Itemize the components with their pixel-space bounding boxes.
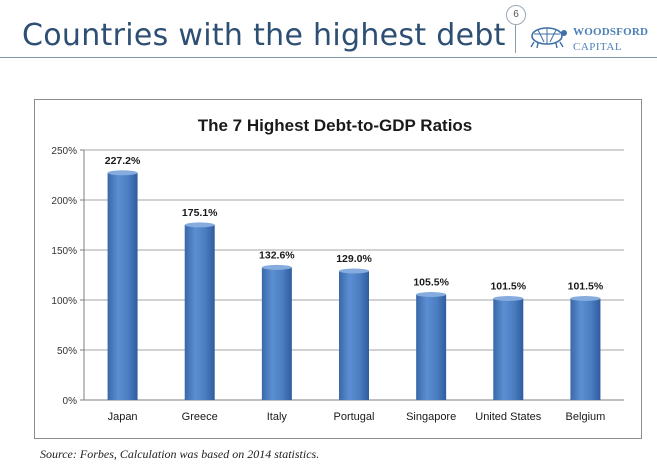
bar-top — [493, 296, 524, 301]
bar-chart: The 7 Highest Debt-to-GDP Ratios 0% 50% 10… — [51, 116, 624, 423]
bar — [493, 298, 524, 400]
turtle-icon — [530, 27, 567, 49]
x-tick-label: Singapore — [406, 411, 456, 423]
bar-group — [570, 296, 601, 400]
y-tick-label: 250% — [51, 146, 77, 157]
bar — [107, 172, 138, 400]
y-tick-label: 200% — [51, 196, 77, 207]
x-tick-label: Portugal — [334, 411, 375, 423]
bar-top — [570, 296, 601, 301]
header-divider — [515, 25, 516, 53]
bar-top — [184, 222, 215, 228]
logo-line1: WOODSFORD — [573, 26, 649, 38]
bar-top — [261, 264, 292, 270]
x-tick-label: Belgium — [566, 411, 606, 423]
data-label: 129.0% — [336, 253, 372, 265]
data-label: 132.6% — [259, 249, 295, 261]
data-label: 105.5% — [413, 277, 449, 289]
data-label: 227.2% — [105, 155, 141, 167]
bar-top — [107, 170, 138, 176]
bar-group — [416, 292, 447, 400]
page-number: 6 — [506, 5, 526, 25]
data-label: 101.5% — [490, 281, 526, 293]
bar-group — [339, 268, 369, 400]
y-tick-label: 150% — [51, 246, 77, 257]
bar-group — [261, 264, 292, 400]
x-tick-label: Greece — [182, 411, 218, 423]
data-label: 175.1% — [182, 207, 218, 219]
logo-line2: CAPITAL — [573, 41, 623, 53]
bar — [570, 298, 601, 400]
x-tick-label: United States — [475, 411, 542, 423]
bar — [261, 267, 292, 400]
bar-top — [416, 292, 447, 297]
bar — [416, 294, 447, 400]
y-tick-label: 0% — [63, 396, 78, 407]
chart-title: The 7 Highest Debt-to-GDP Ratios — [198, 116, 473, 135]
bar — [339, 271, 369, 400]
x-tick-label: Italy — [267, 411, 288, 423]
bar — [184, 224, 215, 400]
y-tick-label: 50% — [57, 346, 77, 357]
y-tick-label: 100% — [51, 296, 77, 307]
data-label: 101.5% — [568, 281, 604, 293]
source-note: Source: Forbes, Calculation was based on… — [40, 447, 320, 461]
slide-title: Countries with the highest debt — [22, 18, 506, 53]
bar-top — [339, 268, 369, 274]
bar-group — [184, 222, 215, 400]
bar-group — [107, 170, 138, 400]
title-divider — [0, 57, 657, 58]
company-logo: WOODSFORD CAPITAL — [573, 25, 648, 55]
bar-group — [493, 296, 524, 400]
x-tick-label: Japan — [108, 411, 138, 423]
